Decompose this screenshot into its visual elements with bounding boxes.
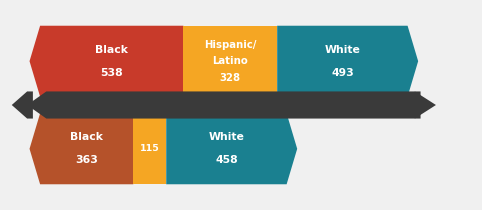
Polygon shape xyxy=(134,113,166,184)
Polygon shape xyxy=(277,26,418,97)
Polygon shape xyxy=(29,26,183,97)
Polygon shape xyxy=(415,91,436,119)
Text: 328: 328 xyxy=(220,73,241,83)
Text: Latino: Latino xyxy=(213,56,248,66)
Text: White: White xyxy=(324,45,361,55)
Text: 493: 493 xyxy=(331,68,354,78)
Text: Black: Black xyxy=(70,132,103,142)
Text: Hispanic/: Hispanic/ xyxy=(204,39,256,50)
Polygon shape xyxy=(29,113,134,184)
Text: 115: 115 xyxy=(140,144,160,153)
Polygon shape xyxy=(166,113,297,184)
Polygon shape xyxy=(12,91,33,119)
Text: 363: 363 xyxy=(75,155,98,165)
Polygon shape xyxy=(183,26,277,97)
Text: Black: Black xyxy=(95,45,128,55)
Polygon shape xyxy=(27,91,421,119)
Text: White: White xyxy=(209,132,244,142)
Text: 538: 538 xyxy=(100,68,123,78)
Text: 458: 458 xyxy=(215,155,238,165)
